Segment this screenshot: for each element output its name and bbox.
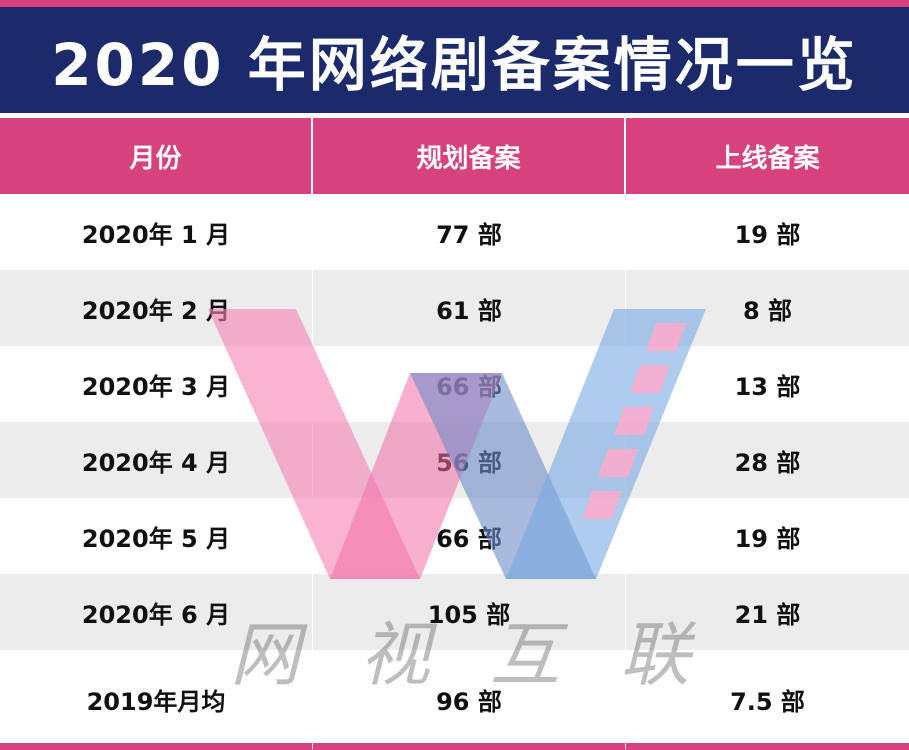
table-row: 2020年 5 月 66 部 19 部 <box>0 498 909 574</box>
cell-month: 2020年 1 月 <box>0 194 313 270</box>
table-row: 2020年 3 月 66 部 13 部 <box>0 346 909 422</box>
cell-planned: 77 部 <box>313 194 626 270</box>
cell-month: 2020年 2 月 <box>0 270 313 346</box>
table-row: 2020年 2 月 61 部 8 部 <box>0 270 909 346</box>
cell-planned: 66 部 <box>313 498 626 574</box>
cell-online: 19 部 <box>734 220 801 249</box>
page-title: 2020 年网络剧备案情况一览 <box>51 31 858 99</box>
table-header: 月份 规划备案 上线备案 <box>0 118 909 194</box>
title-bar: 2020 年网络剧备案情况一览 <box>0 7 909 113</box>
cell-month: 2020年 5 月 <box>0 498 313 574</box>
cell-online: 28 部 <box>734 448 801 477</box>
cell-planned: 105 部 <box>313 574 626 650</box>
table-row: 2020年 4 月 56 部 28 部 <box>0 422 909 498</box>
cell-online: 7.5 部 <box>730 688 805 716</box>
header-planned: 规划备案 <box>313 118 626 194</box>
table-row: 2019年月均 96 部 7.5 部 <box>0 650 909 749</box>
cell-month: 2019年月均 <box>0 650 313 749</box>
cell-online: 19 部 <box>734 524 801 553</box>
cell-online: 8 部 <box>742 296 793 325</box>
cell-online: 13 部 <box>734 372 801 401</box>
cell-planned: 56 部 <box>313 422 626 498</box>
header-month: 月份 <box>0 118 313 194</box>
header-online: 上线备案 <box>715 143 820 174</box>
table-row: 2020年 1 月 77 部 19 部 <box>0 194 909 270</box>
cell-month: 2020年 4 月 <box>0 422 313 498</box>
cell-planned: 61 部 <box>313 270 626 346</box>
cell-online: 21 部 <box>734 600 801 629</box>
cell-month: 2020年 6 月 <box>0 574 313 650</box>
cell-planned: 66 部 <box>313 346 626 422</box>
cell-month: 2020年 3 月 <box>0 346 313 422</box>
divider <box>0 113 909 118</box>
table-row: 2020年 6 月 105 部 21 部 <box>0 574 909 650</box>
table-body: 2020年 1 月 77 部 19 部 2020年 2 月 61 部 8 部 2… <box>0 194 909 749</box>
cell-planned: 96 部 <box>313 650 626 749</box>
